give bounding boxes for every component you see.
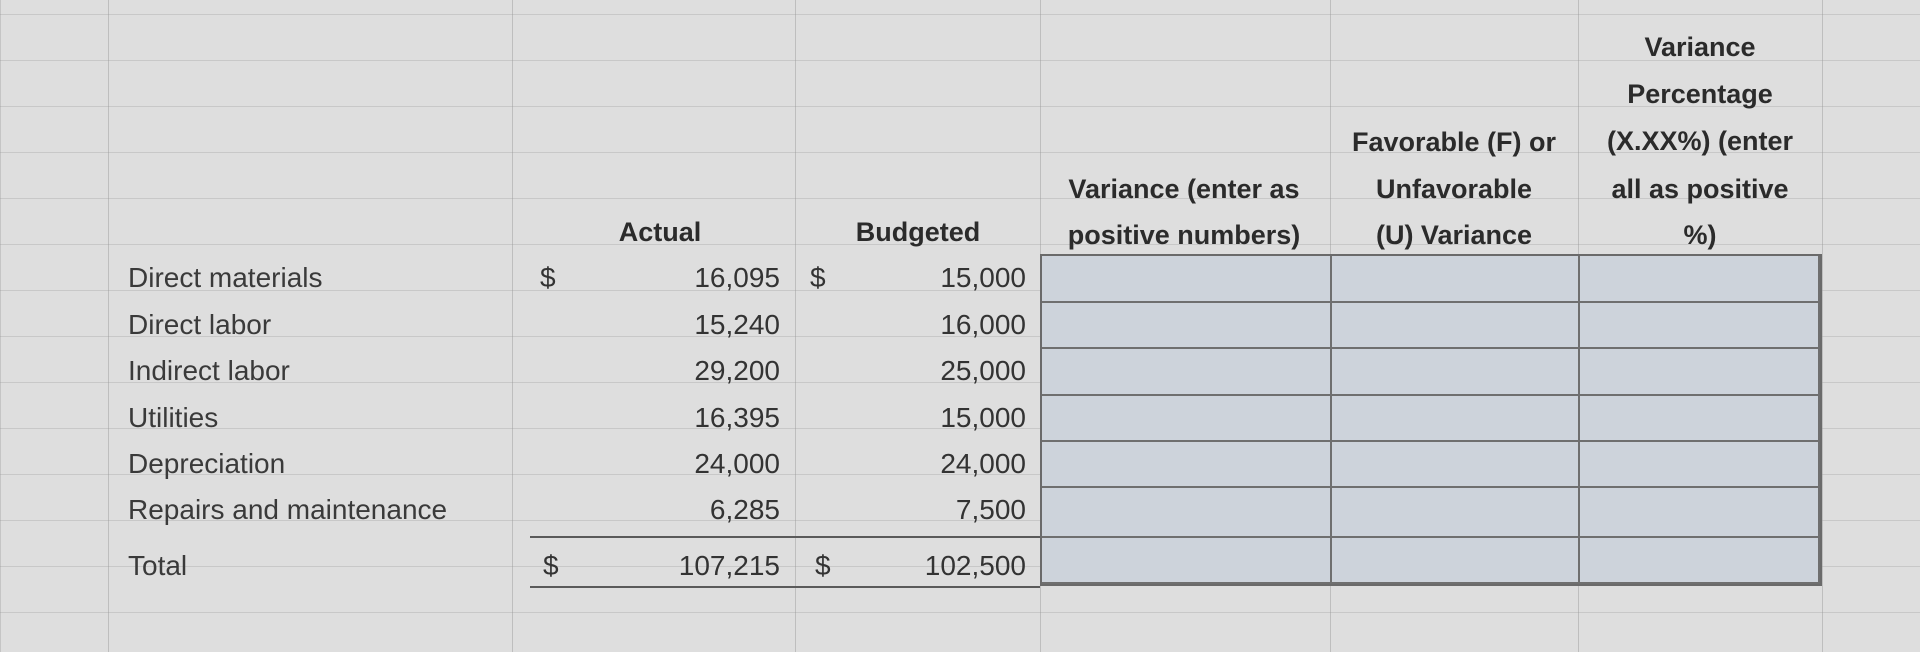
- gridline: [512, 0, 513, 652]
- header-favorable-line1: Favorable (F) or: [1351, 127, 1557, 157]
- variance-percentage-input[interactable]: [1580, 488, 1820, 538]
- dollar-sign: $: [540, 262, 556, 293]
- header-budgeted: Budgeted: [855, 217, 981, 247]
- answer-input-grid: [1040, 254, 1822, 586]
- total-rule-top: [530, 536, 1040, 538]
- variance-percentage-input[interactable]: [1580, 349, 1820, 396]
- header-variance-pct-line4: all as positive: [1611, 174, 1789, 204]
- row-label-repairs: Repairs and maintenance: [128, 494, 448, 525]
- total-rule-bottom: [530, 586, 1040, 588]
- favorable-unfavorable-input[interactable]: [1332, 256, 1580, 303]
- variance-percentage-total-input[interactable]: [1580, 538, 1820, 584]
- variance-input[interactable]: [1042, 442, 1332, 488]
- row-label-direct-labor: Direct labor: [128, 309, 272, 340]
- favorable-unfavorable-input[interactable]: [1332, 349, 1580, 396]
- budgeted-value: 16,000: [940, 309, 1026, 340]
- actual-value: 16,095: [694, 262, 780, 293]
- header-variance-pct-line1: Variance: [1644, 32, 1756, 62]
- dollar-sign: $: [815, 550, 831, 581]
- actual-total: 107,215: [678, 550, 780, 581]
- budgeted-value: 15,000: [940, 262, 1026, 293]
- favorable-unfavorable-input[interactable]: [1332, 303, 1580, 349]
- actual-value: 29,200: [694, 355, 780, 386]
- header-variance-pct-line2: Percentage: [1627, 79, 1773, 109]
- gridline: [108, 0, 109, 652]
- favorable-unfavorable-input[interactable]: [1332, 488, 1580, 538]
- variance-percentage-input[interactable]: [1580, 396, 1820, 442]
- actual-value: 6,285: [709, 494, 780, 525]
- budgeted-value: 15,000: [940, 402, 1026, 433]
- actual-value: 15,240: [694, 309, 780, 340]
- variance-percentage-input[interactable]: [1580, 303, 1820, 349]
- actual-value: 16,395: [694, 402, 780, 433]
- header-actual: Actual: [618, 217, 702, 247]
- dollar-sign: $: [543, 550, 559, 581]
- gridline: [1822, 0, 1823, 652]
- header-variance-pct-line5: %): [1683, 220, 1717, 250]
- header-favorable-line2: Unfavorable: [1375, 174, 1533, 204]
- variance-input[interactable]: [1042, 303, 1332, 349]
- favorable-unfavorable-input[interactable]: [1332, 396, 1580, 442]
- row-label-indirect-labor: Indirect labor: [128, 355, 290, 386]
- variance-total-input[interactable]: [1042, 538, 1332, 584]
- row-label-utilities: Utilities: [128, 402, 219, 433]
- header-variance-line1: Variance (enter as: [1068, 174, 1300, 204]
- variance-input[interactable]: [1042, 349, 1332, 396]
- header-variance-line2: positive numbers): [1067, 220, 1301, 250]
- header-favorable-line3: (U) Variance: [1375, 220, 1533, 250]
- variance-input[interactable]: [1042, 396, 1332, 442]
- budgeted-value: 7,500: [955, 494, 1026, 525]
- row-label-total: Total: [128, 550, 188, 581]
- variance-percentage-input[interactable]: [1580, 256, 1820, 303]
- favorable-unfavorable-input[interactable]: [1332, 442, 1580, 488]
- variance-input[interactable]: [1042, 488, 1332, 538]
- budgeted-value: 24,000: [940, 448, 1026, 479]
- row-label-depreciation: Depreciation: [128, 448, 286, 479]
- dollar-sign: $: [810, 262, 826, 293]
- actual-value: 24,000: [694, 448, 780, 479]
- variance-percentage-input[interactable]: [1580, 442, 1820, 488]
- gridline: [795, 0, 796, 652]
- budgeted-value: 25,000: [940, 355, 1026, 386]
- budgeted-total: 102,500: [924, 550, 1026, 581]
- favorable-unfavorable-total-input[interactable]: [1332, 538, 1580, 584]
- row-label-direct-materials: Direct materials: [128, 262, 323, 293]
- variance-input[interactable]: [1042, 256, 1332, 303]
- header-variance-pct-line3: (X.XX%) (enter: [1606, 126, 1794, 156]
